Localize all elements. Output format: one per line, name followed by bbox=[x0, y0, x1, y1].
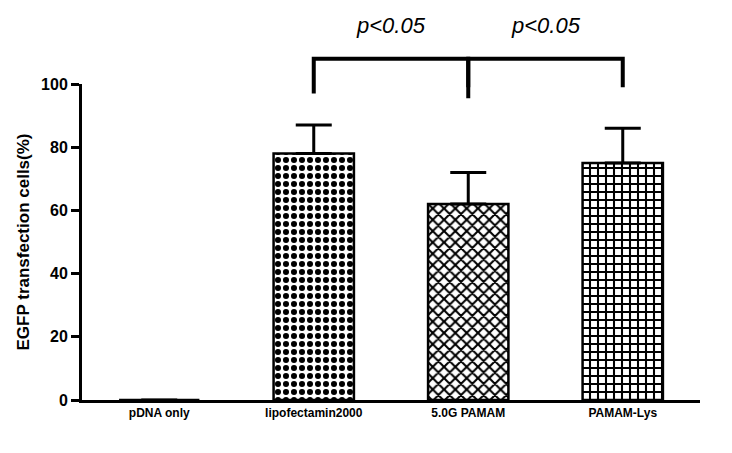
svg-text:EGFP transfection cells(%): EGFP transfection cells(%) bbox=[14, 134, 33, 351]
svg-text:80: 80 bbox=[50, 139, 68, 156]
svg-text:PAMAM-Lys: PAMAM-Lys bbox=[588, 406, 657, 420]
svg-text:40: 40 bbox=[50, 265, 68, 282]
svg-text:100: 100 bbox=[41, 76, 68, 93]
svg-text:pDNA only: pDNA only bbox=[129, 406, 190, 420]
svg-text:lipofectamin2000: lipofectamin2000 bbox=[265, 406, 363, 420]
svg-text:p<0.05: p<0.05 bbox=[356, 13, 426, 38]
svg-text:60: 60 bbox=[50, 202, 68, 219]
svg-text:p<0.05: p<0.05 bbox=[511, 13, 581, 38]
svg-text:0: 0 bbox=[59, 392, 68, 409]
svg-text:5.0G PAMAM: 5.0G PAMAM bbox=[431, 406, 505, 420]
svg-text:20: 20 bbox=[50, 328, 68, 345]
